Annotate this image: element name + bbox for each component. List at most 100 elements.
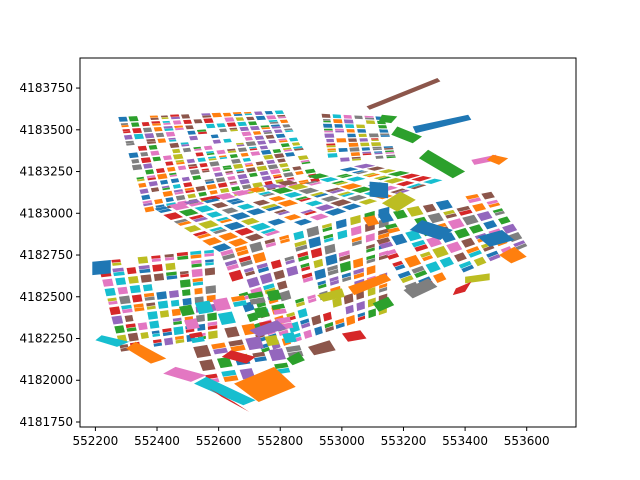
parcel-polygon — [298, 179, 309, 183]
parcel-polygon — [189, 169, 200, 175]
parcel-polygon — [148, 144, 158, 150]
parcel-polygon — [146, 302, 156, 307]
parcel-polygon — [175, 195, 186, 201]
parcel-polygon — [95, 335, 130, 347]
parcel-polygon — [230, 295, 246, 302]
parcel-polygon — [366, 78, 441, 110]
x-tick-label: 553400 — [442, 434, 488, 448]
parcel-polygon — [384, 249, 397, 256]
parcel-polygon — [318, 283, 327, 289]
parcel-polygon — [170, 116, 181, 120]
parcel-polygon — [285, 259, 295, 265]
parcel-polygon — [137, 322, 148, 331]
parcel-polygon — [352, 158, 362, 161]
parcel-polygon — [194, 376, 256, 406]
parcel-polygon — [452, 281, 472, 296]
x-tick-label: 553000 — [319, 434, 365, 448]
parcel-polygon — [173, 218, 189, 224]
parcel-polygon — [454, 227, 470, 239]
parcel-polygon — [181, 144, 190, 147]
x-tick-label: 552600 — [196, 434, 242, 448]
parcel-polygon — [136, 176, 145, 180]
parcel-polygon — [220, 249, 234, 257]
parcel-polygon — [391, 233, 408, 246]
parcel-polygon — [229, 127, 238, 130]
parcel-polygon — [339, 167, 359, 172]
parcel-polygon — [172, 317, 182, 322]
y-tick-label: 4182500 — [20, 290, 73, 304]
parcel-polygon — [223, 375, 239, 382]
parcel-polygon — [191, 259, 202, 265]
parcel-polygon — [212, 297, 231, 312]
parcel-polygon — [216, 149, 226, 155]
parcel-polygon — [237, 147, 248, 152]
parcel-polygon — [298, 187, 320, 194]
parcel-polygon — [150, 117, 159, 120]
parcel-polygon — [147, 177, 157, 181]
parcel-polygon — [477, 230, 515, 247]
parcel-polygon — [374, 152, 383, 155]
parcel-polygon — [152, 123, 161, 126]
x-tick-label: 553600 — [504, 434, 550, 448]
parcel-polygon — [246, 312, 259, 323]
parcel-polygon — [269, 168, 281, 175]
parcel-polygon — [277, 116, 287, 119]
parcel-polygon — [229, 154, 238, 159]
parcel-polygon — [296, 301, 305, 308]
parcel-polygon — [313, 258, 324, 269]
parcel-polygon — [205, 285, 216, 294]
parcel-polygon — [162, 328, 172, 333]
parcel-polygon — [173, 189, 183, 193]
parcel-polygon — [187, 193, 196, 199]
parcel-polygon — [221, 369, 237, 377]
parcel-polygon — [190, 336, 205, 344]
parcel-polygon — [297, 251, 309, 258]
parcel-polygon — [204, 178, 214, 182]
parcel-polygon — [351, 236, 362, 243]
parcel-polygon — [253, 306, 270, 319]
parcel-polygon — [117, 286, 129, 295]
parcel-polygon — [201, 113, 211, 116]
parcel-polygon — [446, 241, 463, 254]
parcel-polygon — [162, 190, 173, 197]
parcel-polygon — [164, 128, 174, 131]
parcel-polygon — [157, 300, 169, 309]
parcel-polygon — [366, 166, 385, 171]
parcel-polygon — [262, 183, 281, 189]
parcel-polygon — [386, 156, 396, 159]
parcel-polygon — [261, 347, 271, 353]
parcel-polygon — [236, 144, 245, 147]
parcel-polygon — [319, 177, 339, 183]
parcel-polygon — [151, 330, 160, 334]
parcel-polygon — [194, 300, 214, 315]
parcel-polygon — [174, 191, 184, 195]
parcel-polygon — [261, 175, 272, 181]
parcel-polygon — [345, 124, 355, 128]
parcel-polygon — [124, 315, 134, 322]
parcel-polygon — [137, 178, 145, 182]
parcel-polygon — [140, 157, 152, 164]
parcel-polygon — [279, 290, 292, 302]
parcel-polygon — [191, 268, 203, 278]
parcel-polygon — [380, 133, 390, 136]
parcel-polygon — [282, 169, 291, 172]
parcel-polygon — [308, 340, 336, 356]
parcel-polygon — [332, 114, 342, 119]
parcel-polygon — [323, 119, 331, 121]
parcel-polygon — [298, 197, 312, 202]
parcel-polygon — [151, 121, 161, 124]
parcel-polygon — [144, 296, 155, 301]
parcel-polygon — [247, 291, 264, 299]
parcel-polygon — [406, 206, 424, 217]
parcel-polygon — [209, 190, 218, 195]
parcel-polygon — [248, 121, 258, 126]
parcel-polygon — [235, 117, 245, 121]
parcel-polygon — [126, 267, 137, 275]
parcel-polygon — [353, 267, 364, 275]
parcel-polygon — [145, 169, 155, 175]
parcel-polygon — [196, 233, 212, 239]
parcel-polygon — [277, 158, 286, 163]
parcel-polygon — [483, 220, 498, 230]
parcel-polygon — [233, 113, 243, 116]
parcel-polygon — [193, 344, 212, 358]
